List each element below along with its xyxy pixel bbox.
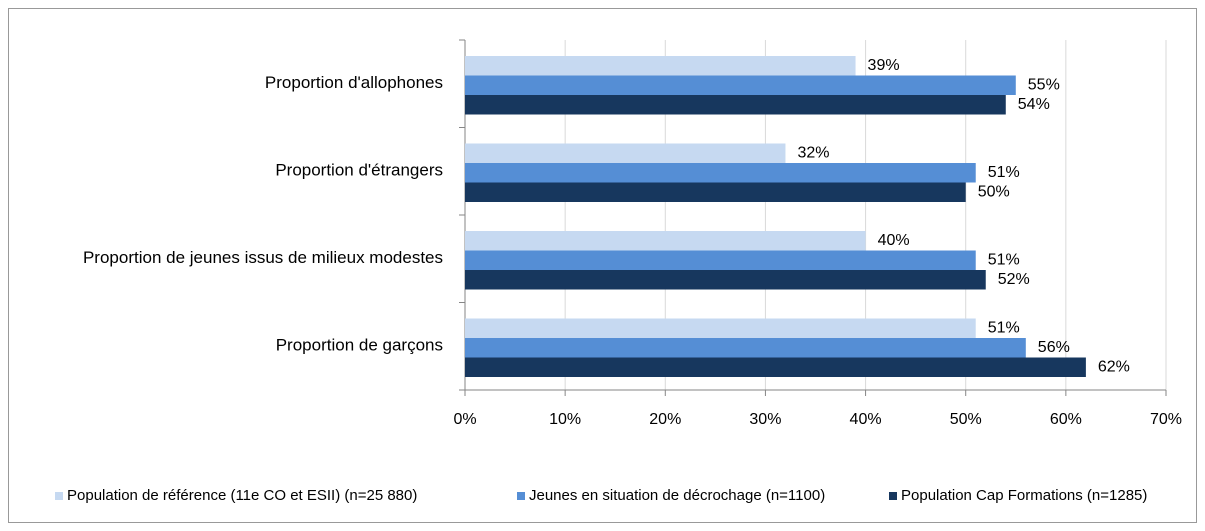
category-label: Proportion de jeunes issus de milieux mo… xyxy=(83,248,443,267)
value-label: 55% xyxy=(1028,76,1060,93)
legend-label: Population de référence (11e CO et ESII)… xyxy=(67,487,417,504)
category-label: Proportion d'allophones xyxy=(265,73,443,92)
bar xyxy=(465,250,976,270)
bar xyxy=(465,357,1086,377)
bar xyxy=(465,95,1006,115)
value-label: 51% xyxy=(988,251,1020,268)
legend-label: Jeunes en situation de décrochage (n=110… xyxy=(529,487,825,504)
x-tick-label: 70% xyxy=(1150,411,1182,428)
x-tick-label: 50% xyxy=(950,411,982,428)
x-tick-label: 20% xyxy=(649,411,681,428)
bar xyxy=(465,182,966,202)
value-label: 52% xyxy=(998,271,1030,288)
bar xyxy=(465,270,986,290)
bar xyxy=(465,163,976,183)
value-label: 62% xyxy=(1098,358,1130,375)
x-tick-label: 0% xyxy=(453,411,476,428)
value-label: 32% xyxy=(797,144,829,161)
value-label: 51% xyxy=(988,164,1020,181)
legend-swatch xyxy=(517,492,525,500)
bar xyxy=(465,56,856,76)
category-label: Proportion d'étrangers xyxy=(275,161,443,180)
x-tick-label: 40% xyxy=(850,411,882,428)
value-label: 56% xyxy=(1038,339,1070,356)
legend-swatch xyxy=(55,492,63,500)
value-label: 40% xyxy=(878,232,910,249)
legend-label: Population Cap Formations (n=1285) xyxy=(901,487,1147,504)
value-label: 54% xyxy=(1018,96,1050,113)
bar xyxy=(465,143,786,163)
x-tick-label: 60% xyxy=(1050,411,1082,428)
value-label: 39% xyxy=(868,57,900,74)
bar xyxy=(465,75,1016,95)
value-label: 50% xyxy=(978,183,1010,200)
value-label: 51% xyxy=(988,319,1020,336)
legend-swatch xyxy=(889,492,897,500)
bar xyxy=(465,338,1026,358)
bar xyxy=(465,318,976,338)
bar xyxy=(465,231,866,251)
x-tick-label: 10% xyxy=(549,411,581,428)
x-tick-label: 30% xyxy=(749,411,781,428)
category-label: Proportion de garçons xyxy=(276,336,443,355)
